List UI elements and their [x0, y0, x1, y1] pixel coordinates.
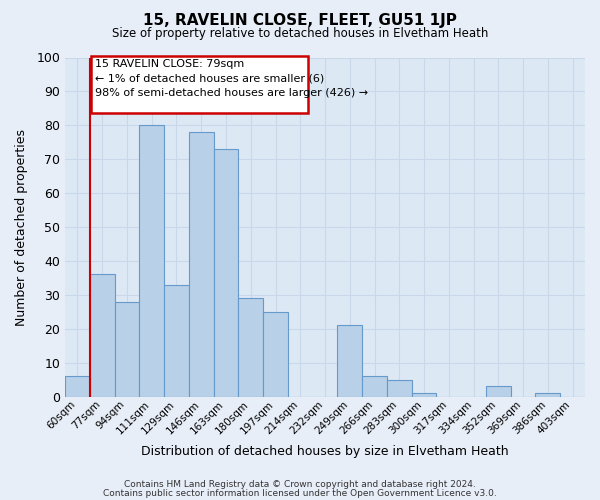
Y-axis label: Number of detached properties: Number of detached properties	[15, 128, 28, 326]
Bar	[90, 274, 115, 396]
Bar	[164, 284, 189, 397]
Bar	[65, 376, 90, 396]
Bar	[189, 132, 214, 396]
Text: Contains public sector information licensed under the Open Government Licence v3: Contains public sector information licen…	[103, 488, 497, 498]
Bar	[387, 380, 412, 396]
Text: 15 RAVELIN CLOSE: 79sqm: 15 RAVELIN CLOSE: 79sqm	[95, 59, 244, 69]
Text: ← 1% of detached houses are smaller (6): ← 1% of detached houses are smaller (6)	[95, 74, 324, 84]
Text: Contains HM Land Registry data © Crown copyright and database right 2024.: Contains HM Land Registry data © Crown c…	[124, 480, 476, 489]
Bar	[362, 376, 387, 396]
Bar	[263, 312, 288, 396]
Bar	[115, 302, 139, 396]
Text: 98% of semi-detached houses are larger (426) →: 98% of semi-detached houses are larger (…	[95, 88, 368, 98]
Bar	[337, 326, 362, 396]
Bar	[214, 149, 238, 396]
X-axis label: Distribution of detached houses by size in Elvetham Heath: Distribution of detached houses by size …	[141, 444, 509, 458]
Bar	[139, 126, 164, 396]
Bar	[412, 393, 436, 396]
Bar	[535, 393, 560, 396]
Text: Size of property relative to detached houses in Elvetham Heath: Size of property relative to detached ho…	[112, 28, 488, 40]
Bar	[486, 386, 511, 396]
Bar	[238, 298, 263, 396]
FancyBboxPatch shape	[91, 56, 308, 114]
Text: 15, RAVELIN CLOSE, FLEET, GU51 1JP: 15, RAVELIN CLOSE, FLEET, GU51 1JP	[143, 12, 457, 28]
